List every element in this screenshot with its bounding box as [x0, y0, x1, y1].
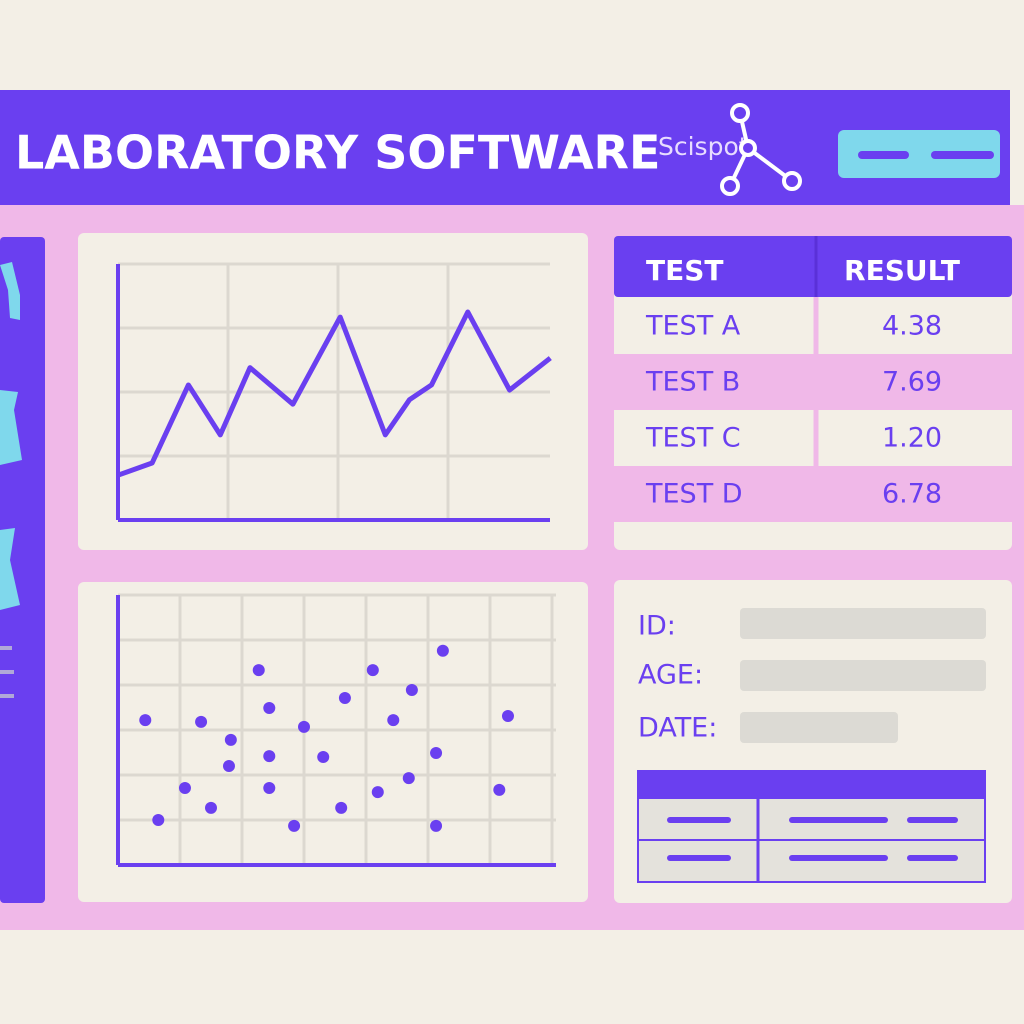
form-label: ID:: [638, 611, 676, 642]
table-cell: 1.20: [882, 423, 942, 454]
input-field[interactable]: [740, 608, 986, 639]
data-point: [178, 782, 191, 795]
table-header: [614, 236, 1012, 297]
scatter-chart-panel: [78, 582, 588, 902]
data-point: [405, 683, 418, 696]
data-point: [335, 801, 348, 814]
mini-table-header: [638, 771, 985, 799]
table-header-cell: TEST: [646, 254, 724, 287]
sidebar-icon[interactable]: [0, 528, 20, 610]
data-point: [263, 750, 276, 763]
data-point: [501, 710, 514, 723]
table-row-bg: [614, 466, 1012, 522]
data-point: [387, 714, 400, 727]
data-point: [430, 746, 443, 759]
table-cell: TEST B: [645, 367, 740, 398]
data-point: [252, 664, 265, 677]
table-cell: TEST C: [645, 423, 741, 454]
sidebar-icon[interactable]: [0, 262, 20, 320]
data-point: [195, 715, 208, 728]
data-line: [117, 309, 552, 478]
menu-button[interactable]: [838, 130, 1000, 178]
data-point: [205, 801, 217, 814]
table-cell: 6.78: [882, 479, 942, 510]
table-header-cell: RESULT: [844, 254, 960, 287]
data-point: [139, 714, 152, 727]
data-point: [436, 644, 449, 657]
data-point: [371, 786, 384, 799]
mini-table-dashes: [667, 817, 958, 861]
data-point: [317, 751, 330, 763]
sidebar-icon[interactable]: [0, 390, 22, 465]
table-row-bg: [614, 354, 1012, 410]
logo-text: Scispot: [658, 132, 749, 161]
app-title: LABORATORY SOFTWARE: [15, 126, 660, 180]
data-point: [366, 664, 379, 677]
form-label: DATE:: [638, 713, 717, 744]
input-field[interactable]: [740, 660, 986, 691]
logo-icon: [720, 103, 802, 196]
data-point: [402, 772, 415, 785]
data-point: [263, 782, 276, 795]
data-point: [152, 814, 165, 826]
data-point: [288, 819, 301, 832]
sidebar-lines: [0, 646, 14, 698]
data-point: [338, 692, 351, 705]
data-point: [224, 733, 237, 746]
input-field[interactable]: [740, 712, 898, 743]
table-cell: 7.69: [882, 367, 942, 398]
data-point: [263, 701, 276, 714]
table-cell: TEST D: [645, 479, 743, 510]
data-point: [222, 760, 235, 772]
form-label: AGE:: [638, 660, 703, 691]
data-point: [493, 783, 506, 796]
table-cell: 4.38: [882, 311, 942, 342]
data-point: [298, 720, 310, 733]
table-cell: TEST A: [645, 311, 741, 342]
data-point: [430, 819, 443, 832]
